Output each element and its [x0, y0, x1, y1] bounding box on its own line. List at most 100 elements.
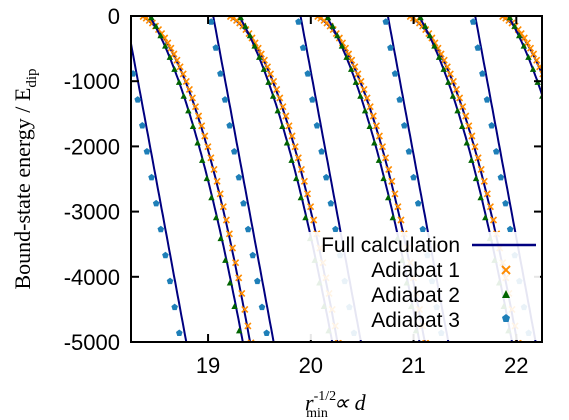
- adiabat-1-point: [552, 104, 558, 110]
- adiabat-1-point: [549, 95, 555, 101]
- marker-stroke: [185, 85, 193, 93]
- adiabat-3-point: [134, 96, 141, 103]
- marker-stroke: [565, 144, 569, 150]
- marker-stroke: [526, 44, 535, 52]
- adiabat-1-point: [195, 112, 203, 120]
- adiabat-2-point: [265, 78, 272, 85]
- adiabat-2-point: [157, 32, 164, 39]
- adiabat-1-point: [232, 259, 240, 267]
- marker-stroke: [235, 274, 243, 282]
- marker-stroke: [266, 70, 275, 78]
- adiabat-2-point: [558, 157, 564, 163]
- marker-stroke: [366, 103, 374, 111]
- marker-stroke: [244, 322, 252, 330]
- adiabat-2-point: [384, 194, 392, 201]
- adiabat-2-point: [380, 175, 387, 182]
- marker-stroke: [388, 177, 396, 185]
- adiabat-1-point: [483, 190, 491, 198]
- adiabat-3-point: [401, 122, 408, 129]
- adiabat-3-point: [175, 329, 183, 337]
- marker-stroke: [471, 143, 479, 151]
- adiabat-1-point: [474, 154, 482, 162]
- adiabat-1-point: [382, 154, 390, 162]
- marker-stroke: [297, 165, 305, 173]
- adiabat-2-point: [283, 139, 291, 146]
- x-tick-label: 20: [299, 353, 323, 378]
- marker-stroke: [452, 85, 461, 93]
- marker-stroke: [543, 78, 549, 84]
- adiabat-1-point: [543, 78, 549, 84]
- adiabat-3-point: [230, 147, 238, 155]
- marker-stroke: [549, 95, 555, 101]
- marker-stroke: [552, 104, 558, 110]
- marker-stroke: [201, 132, 209, 140]
- adiabat-3-point: [235, 173, 243, 181]
- adiabat-1-point: [173, 56, 181, 64]
- adiabat-2-point: [274, 107, 281, 114]
- adiabat-1-point: [219, 203, 227, 211]
- adiabat-1-point: [334, 339, 342, 342]
- adiabat-1-point: [480, 177, 488, 185]
- adiabat-2-point: [222, 256, 229, 263]
- adiabat-3-point: [249, 251, 257, 259]
- marker-stroke: [449, 77, 457, 85]
- adiabat-3-point: [488, 122, 495, 129]
- marker-stroke: [555, 113, 561, 119]
- marker-stroke: [334, 339, 339, 342]
- marker-stroke: [222, 216, 230, 224]
- marker-stroke: [204, 143, 212, 151]
- adiabat-1-point: [210, 165, 218, 173]
- adiabat-1-point: [378, 143, 387, 151]
- marker-stroke: [276, 94, 284, 102]
- legend-label-a2: Adiabat 2: [371, 284, 460, 307]
- adiabat-1-point: [526, 44, 535, 52]
- marker-stroke: [198, 122, 206, 130]
- marker-stroke: [310, 216, 318, 224]
- marker-stroke: [300, 177, 308, 185]
- adiabat-1-point: [241, 305, 249, 313]
- marker-stroke: [363, 94, 371, 102]
- adiabat-3-point: [309, 96, 316, 103]
- marker-stroke: [238, 289, 246, 297]
- adiabat-2-point: [529, 65, 537, 72]
- marker-stroke: [539, 73, 542, 78]
- adiabat-2-point: [302, 214, 309, 221]
- adiabat-3-point: [207, 18, 215, 25]
- adiabat-3-point: [148, 173, 155, 181]
- adiabat-1-point: [530, 50, 538, 58]
- adiabat-2-point: [553, 140, 559, 146]
- adiabat-1-point: [170, 50, 178, 58]
- marker-stroke: [213, 177, 221, 185]
- marker-stroke: [247, 339, 252, 342]
- adiabat-1-point: [228, 244, 237, 252]
- marker-stroke: [348, 56, 356, 64]
- adiabat-2-point: [421, 22, 429, 29]
- adiabat-1-point: [185, 85, 193, 93]
- adiabat-1-point: [391, 190, 399, 198]
- adiabat-1-point: [561, 133, 567, 139]
- adiabat-1-point: [397, 216, 405, 224]
- marker-stroke: [303, 190, 312, 198]
- adiabat-3-point: [318, 147, 325, 155]
- adiabat-2-point: [293, 175, 300, 182]
- adiabat-1-point: [225, 230, 233, 238]
- marker-stroke: [337, 339, 342, 342]
- adiabat-3-point: [405, 147, 413, 155]
- adiabat-1-point: [539, 70, 542, 78]
- marker-stroke: [207, 154, 215, 162]
- adiabat-1-point: [247, 339, 255, 342]
- adiabat-2-point: [343, 53, 350, 60]
- adiabat-3-point: [217, 70, 224, 77]
- marker-stroke: [191, 103, 200, 111]
- adiabat-1-point: [198, 122, 206, 130]
- adiabat-3-point: [474, 44, 482, 51]
- marker-stroke: [546, 86, 552, 92]
- marker-stroke: [546, 86, 552, 92]
- x-axis-label: r-1/2 min ∝ d: [305, 389, 367, 420]
- adiabat-3-point: [258, 303, 266, 311]
- marker-stroke: [241, 305, 249, 313]
- adiabat-2-point: [166, 53, 174, 60]
- marker-stroke: [357, 77, 365, 85]
- adiabat-3-point: [221, 96, 229, 103]
